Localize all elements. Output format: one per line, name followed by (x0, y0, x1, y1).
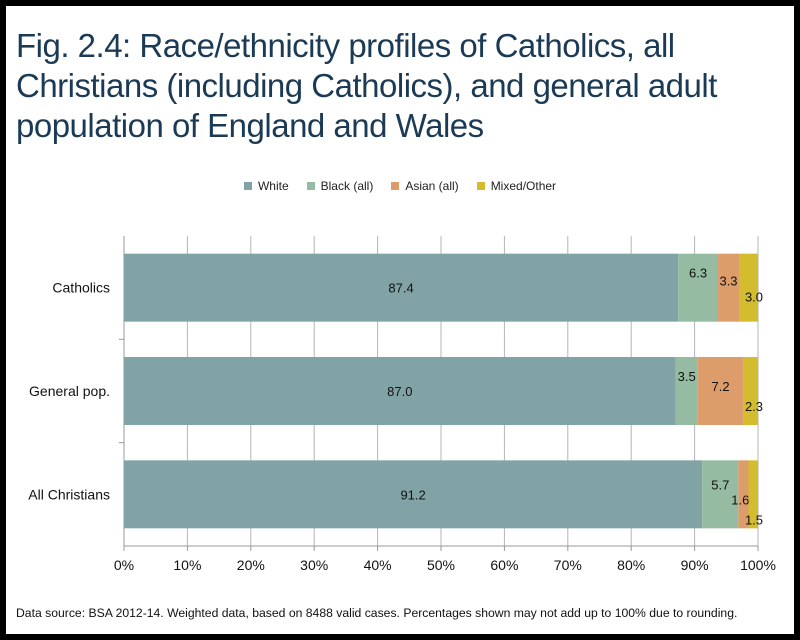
bar-segment (743, 357, 758, 425)
x-tick-label: 80% (617, 557, 645, 573)
data-label: 7.2 (712, 379, 730, 394)
data-label: 91.2 (400, 487, 425, 502)
legend-swatch-black (306, 182, 315, 190)
bar-segment (738, 253, 758, 322)
x-tick-label: 10% (173, 557, 201, 573)
x-tick-label: 100% (740, 557, 776, 573)
bar-segment (748, 460, 758, 529)
x-tick-label: 30% (300, 557, 328, 573)
legend: White Black (all) Asian (all) Mixed/Othe… (6, 179, 794, 193)
data-label: 6.3 (689, 266, 707, 281)
data-label: 5.7 (711, 477, 729, 492)
x-tick-label: 90% (681, 557, 709, 573)
data-label: 3.5 (678, 369, 696, 384)
legend-label-white: White (257, 179, 289, 193)
bar-segment (702, 460, 739, 529)
x-tick-label: 20% (237, 557, 265, 573)
bar-segment (718, 253, 739, 322)
x-tick-label: 0% (114, 557, 134, 573)
legend-label-black: Black (all) (320, 179, 374, 193)
x-tick-label: 70% (554, 557, 582, 573)
legend-item-asian: Asian (all) (391, 179, 459, 193)
y-category-label: All Christians (28, 486, 110, 502)
data-label: 3.3 (719, 274, 737, 289)
bar-segment (675, 357, 698, 425)
bar-segment (738, 460, 749, 529)
chart-title: Fig. 2.4: Race/ethnicity profiles of Cat… (16, 27, 717, 144)
legend-swatch-mixed (476, 182, 485, 190)
data-label: 3.0 (745, 290, 763, 305)
data-label: 1.5 (745, 512, 763, 527)
legend-swatch-asian (391, 182, 400, 190)
legend-label-asian: Asian (all) (405, 179, 459, 193)
y-category-label: Catholics (52, 280, 110, 296)
data-label: 1.6 (731, 492, 749, 507)
legend-label-mixed: Mixed/Other (490, 179, 557, 193)
y-category-label: General pop. (29, 383, 110, 399)
legend-item-mixed: Mixed/Other (476, 179, 557, 193)
legend-item-white: White (243, 179, 289, 193)
bar-segment (697, 357, 744, 425)
stacked-bar-chart: 0% 10% 20% 30% 40% 50% 60% 70% 80% 90% 100% Catholi… (28, 236, 776, 573)
chart-card: Fig. 2.4: Race/ethnicity profiles of Cat… (6, 6, 794, 634)
x-tick-label: 40% (364, 557, 392, 573)
x-tick-label: 50% (427, 557, 455, 573)
legend-swatch-white (243, 182, 252, 190)
data-label: 87.4 (388, 281, 413, 296)
x-tick-label: 60% (490, 557, 518, 573)
footnote: Data source: BSA 2012-14. Weighted data,… (16, 606, 738, 620)
bar-segment (124, 357, 676, 425)
bar-segment (678, 253, 719, 322)
bar-segment (124, 460, 703, 529)
data-label: 2.3 (745, 399, 763, 414)
legend-item-black: Black (all) (306, 179, 374, 193)
bar-segment (124, 253, 679, 322)
data-label: 87.0 (387, 384, 412, 399)
